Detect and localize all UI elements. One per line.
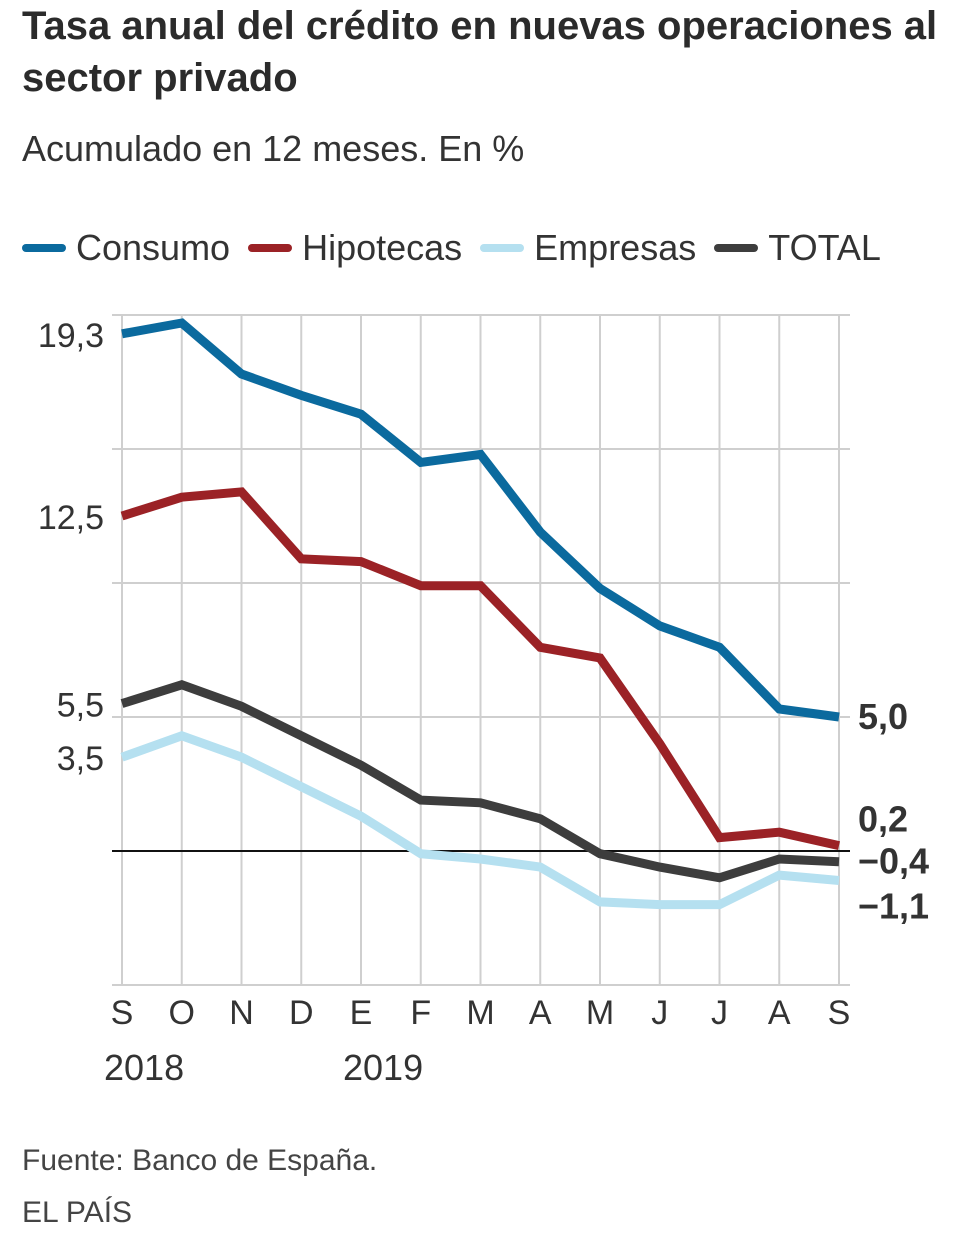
legend-swatch-total	[714, 244, 759, 252]
series-line-consumo	[121, 318, 840, 722]
publisher-brand: EL PAÍS	[22, 1196, 133, 1229]
y-tick-label: 3,5	[57, 740, 104, 778]
legend-label: TOTAL	[768, 227, 881, 268]
end-value-label-consumo: 5,0	[858, 696, 908, 737]
legend-item-total: TOTAL	[714, 227, 881, 269]
x-tick-label: N	[229, 994, 254, 1032]
legend-item-consumo: Consumo	[22, 227, 230, 269]
x-tick-label: A	[768, 994, 791, 1032]
legend-swatch-consumo	[22, 244, 66, 252]
x-tick-label: J	[711, 994, 728, 1032]
year-label: 2019	[343, 1047, 423, 1088]
x-tick-label: M	[466, 994, 494, 1032]
series-line-total	[120, 680, 840, 883]
legend-swatch-hipotecas	[248, 244, 293, 252]
x-tick-label: S	[111, 994, 134, 1032]
end-value-label-total: −0,4	[858, 841, 929, 882]
x-tick-label: F	[410, 994, 431, 1032]
x-tick-label: J	[651, 994, 668, 1032]
source-note: Fuente: Banco de España.	[22, 1144, 378, 1177]
end-value-label-hipotecas: 0,2	[858, 799, 908, 840]
legend-label: Consumo	[76, 227, 231, 268]
end-value-label-empresas: −1,1	[858, 885, 929, 926]
x-tick-label: E	[350, 994, 373, 1032]
legend-label: Hipotecas	[302, 227, 463, 268]
y-tick-label: 19,3	[38, 317, 104, 355]
chart-subtitle: Acumulado en 12 meses. En %	[22, 128, 525, 169]
series-line-hipotecas	[120, 487, 840, 850]
x-tick-label: M	[586, 994, 614, 1032]
y-tick-label: 5,5	[57, 687, 104, 725]
x-tick-label: D	[289, 994, 314, 1032]
legend-label: Empresas	[534, 227, 697, 268]
year-label: 2018	[104, 1047, 184, 1088]
legend-item-hipotecas: Hipotecas	[248, 227, 462, 269]
y-tick-label: 12,5	[38, 499, 104, 537]
x-tick-label: A	[529, 994, 552, 1032]
chart-title: Tasa anual del crédito en nuevas operaci…	[22, 4, 938, 100]
legend-swatch-empresas	[480, 244, 525, 252]
legend-item-empresas: Empresas	[480, 227, 696, 269]
x-tick-label: S	[828, 994, 851, 1032]
x-tick-label: O	[169, 994, 195, 1032]
legend: Consumo Hipotecas Empresas TOTAL	[22, 226, 899, 270]
series-line-empresas	[120, 731, 840, 910]
